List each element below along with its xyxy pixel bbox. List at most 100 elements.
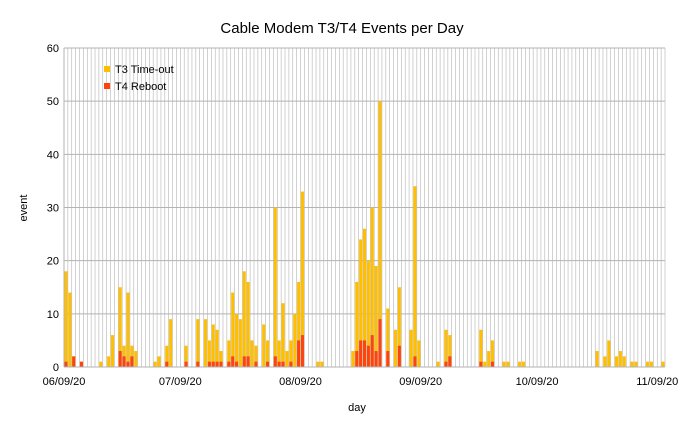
bar-t4 — [126, 361, 130, 367]
bar-t3 — [316, 361, 320, 367]
x-tick-label: 09/09/20 — [399, 376, 442, 388]
bar-t4 — [165, 361, 169, 367]
bar-t3 — [351, 351, 355, 367]
bar-t3 — [211, 324, 215, 367]
bar-t4 — [289, 361, 293, 367]
y-tick-label: 50 — [47, 96, 59, 108]
series-t4-bars — [64, 319, 494, 367]
legend-swatch-t3 — [104, 66, 110, 72]
bar-t3 — [622, 356, 626, 367]
bar-t4 — [207, 361, 211, 367]
bar-t3 — [110, 335, 114, 367]
bar-t4 — [79, 361, 83, 367]
bar-t4 — [281, 361, 285, 367]
y-tick-label: 10 — [47, 309, 59, 321]
bar-t4 — [196, 361, 200, 367]
bar-t3 — [490, 340, 494, 367]
bar-t4 — [479, 361, 483, 367]
bar-t4 — [215, 361, 219, 367]
y-tick-label: 30 — [47, 203, 59, 215]
bar-t3 — [118, 287, 122, 367]
bar-t4 — [366, 345, 370, 367]
bar-t3 — [122, 345, 126, 367]
bar-t4 — [219, 361, 223, 367]
bar-t3 — [521, 361, 525, 367]
bar-t3 — [227, 340, 231, 367]
bar-t3 — [448, 335, 452, 367]
bar-t3 — [436, 361, 440, 367]
bar-t3 — [362, 228, 367, 367]
bar-t4 — [266, 361, 270, 367]
bar-t3 — [355, 281, 359, 367]
bar-t3 — [293, 313, 297, 367]
bar-t3 — [397, 287, 401, 367]
bar-t4 — [386, 351, 390, 367]
bar-t3 — [649, 361, 653, 367]
bar-t3 — [64, 271, 68, 367]
legend-label-t3: T3 Time-out — [115, 64, 174, 76]
bar-t4 — [355, 351, 359, 367]
bar-t3 — [169, 319, 173, 367]
bar-t3 — [250, 340, 254, 367]
bar-t4 — [300, 335, 304, 367]
bar-t3 — [273, 207, 277, 367]
chart-title: Cable Modem T3/T4 Events per Day — [220, 20, 464, 37]
y-tick-label: 60 — [47, 43, 59, 55]
bar-t3 — [394, 329, 398, 367]
bar-t4 — [297, 340, 301, 367]
bar-t3 — [215, 329, 219, 367]
bar-t4 — [448, 356, 452, 367]
bar-t4 — [242, 356, 246, 367]
legend: T3 Time-out T4 Reboot — [104, 64, 174, 93]
bar-t3 — [254, 345, 258, 367]
y-axis-label: event — [18, 195, 30, 222]
bar-t3 — [68, 292, 72, 367]
x-tick-label: 07/09/20 — [159, 376, 202, 388]
bar-t3 — [618, 351, 622, 367]
bar-t4 — [444, 361, 448, 367]
bar-t4 — [184, 361, 188, 367]
x-tick-label: 06/09/20 — [43, 376, 86, 388]
bar-t3 — [126, 292, 130, 367]
bar-t3 — [266, 340, 270, 367]
bar-t4 — [130, 356, 134, 367]
bar-t3 — [242, 271, 246, 367]
bar-t3 — [196, 319, 200, 367]
bar-t3 — [320, 361, 324, 367]
bar-t4 — [122, 356, 126, 367]
bar-t3 — [204, 319, 208, 367]
bar-t4 — [413, 356, 417, 367]
bar-t3 — [238, 319, 242, 367]
bar-t3 — [646, 361, 650, 367]
bar-t4 — [490, 361, 494, 367]
grid-lines — [63, 47, 666, 368]
bar-t4 — [72, 356, 76, 367]
bar-t3 — [444, 329, 448, 367]
bar-t3 — [479, 329, 483, 367]
bar-t3 — [231, 292, 235, 367]
bar-t3 — [107, 356, 111, 367]
y-tick-label: 20 — [47, 256, 59, 268]
bar-t4 — [362, 340, 367, 367]
bar-t3 — [417, 340, 421, 367]
bar-t3 — [289, 340, 293, 367]
x-axis-label: day — [348, 402, 366, 414]
bar-t3 — [483, 361, 487, 367]
bar-t3 — [374, 265, 378, 367]
bar-t3 — [130, 345, 134, 367]
bar-t3 — [300, 191, 304, 367]
bar-t3 — [630, 361, 634, 367]
bar-t3 — [134, 351, 138, 367]
bar-t3 — [615, 356, 619, 367]
bar-t3 — [285, 351, 289, 367]
bar-t4 — [378, 319, 382, 367]
y-tick-labels: 0 10 20 30 40 50 60 — [47, 43, 59, 374]
bar-t3 — [281, 303, 285, 367]
bar-t4 — [246, 356, 250, 367]
bar-t3 — [207, 340, 211, 367]
bar-t3 — [487, 351, 491, 367]
axes — [63, 48, 665, 368]
bar-t3 — [595, 351, 599, 367]
bar-t4 — [254, 361, 258, 367]
